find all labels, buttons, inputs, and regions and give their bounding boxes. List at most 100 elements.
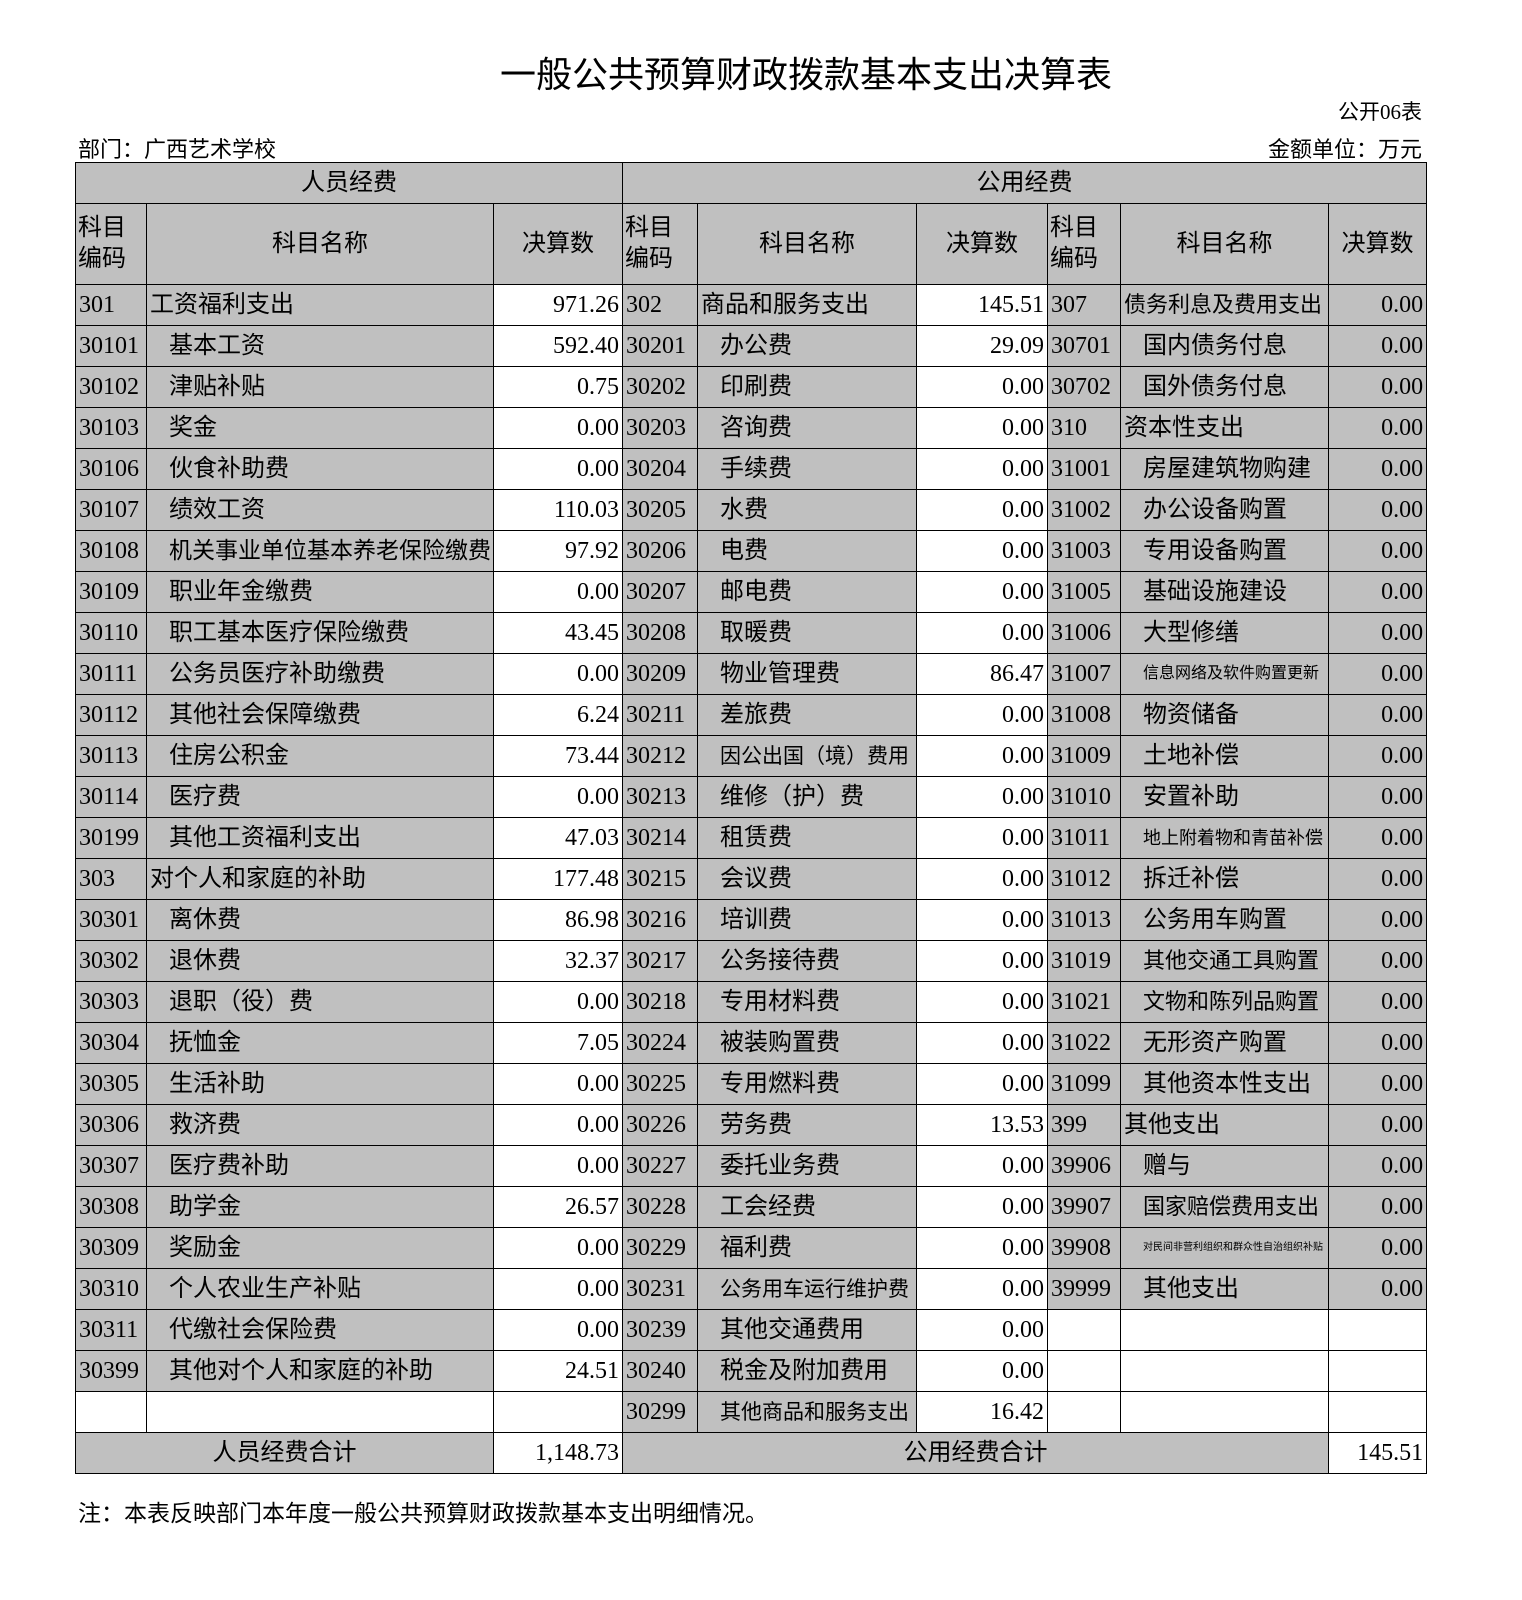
cell-value: 0.00 (916, 1309, 1049, 1351)
cell-value: 86.98 (492, 899, 624, 941)
cell-name: 奖励金 (146, 1227, 494, 1269)
cell-code (1047, 1309, 1122, 1351)
cell-code: 30212 (622, 735, 699, 777)
cell-name: 文物和陈列品购置 (1120, 981, 1330, 1023)
table-row: 30309 奖励金 0.00 30229 福利费 0.00 39908 对民间非营利组织和群众… (75, 1227, 1428, 1269)
cell-code: 30113 (75, 735, 147, 777)
cell-name: 劳务费 (697, 1104, 918, 1146)
cell-name: 商品和服务支出 (697, 284, 918, 326)
cell-value (1328, 1391, 1428, 1433)
cell-code (1047, 1350, 1122, 1392)
cell-value: 0.75 (492, 366, 624, 408)
cell-code: 30399 (75, 1350, 147, 1392)
cell-name: 福利费 (697, 1227, 918, 1269)
cell-value: 0.00 (492, 1145, 624, 1187)
cell-code: 31021 (1047, 981, 1122, 1023)
cell-code: 31007 (1047, 653, 1122, 695)
cell-name: 租赁费 (697, 817, 918, 859)
cell-code: 31022 (1047, 1022, 1122, 1064)
cell-name: 住房公积金 (146, 735, 494, 777)
table-row: 30103 奖金 0.00 30203 咨询费 0.00 310 资本性支出 0.00 (75, 407, 1428, 449)
cell-code: 30231 (622, 1268, 699, 1310)
cell-code: 30114 (75, 776, 147, 818)
column-header: 科目编码 (1047, 203, 1122, 285)
cell-name: 公务用车运行维护费 (697, 1268, 918, 1310)
cell-code: 31099 (1047, 1063, 1122, 1105)
cell-code: 30108 (75, 530, 147, 572)
cell-name: 职业年金缴费 (146, 571, 494, 613)
cell-code: 30311 (75, 1309, 147, 1351)
total-value: 145.51 (1328, 1432, 1428, 1474)
cell-name: 对民间非营利组织和群众性自治组织补贴 (1120, 1227, 1330, 1269)
cell-code: 303 (75, 858, 147, 900)
table-row: 30108 机关事业单位基本养老保险缴费 97.92 30206 电费 0.00 31003… (75, 530, 1428, 572)
cell-value: 0.00 (916, 1350, 1049, 1392)
cell-value: 0.00 (1328, 653, 1428, 695)
cell-code: 30217 (622, 940, 699, 982)
group-header: 人员经费 (74, 162, 624, 204)
cell-name: 助学金 (146, 1186, 494, 1228)
cell-name: 救济费 (146, 1104, 494, 1146)
cell-name: 办公费 (697, 325, 918, 367)
cell-value: 0.00 (492, 776, 624, 818)
table-row: 30307 医疗费补助 0.00 30227 委托业务费 0.00 39906 赠与 0.00 (75, 1145, 1428, 1187)
cell-name: 因公出国（境）费用 (697, 735, 918, 777)
cell-name: 手续费 (697, 448, 918, 490)
cell-code: 30305 (75, 1063, 147, 1105)
cell-value: 16.42 (916, 1391, 1049, 1433)
cell-code: 30307 (75, 1145, 147, 1187)
cell-code: 30304 (75, 1022, 147, 1064)
cell-name: 职工基本医疗保险缴费 (146, 612, 494, 654)
cell-name: 工会经费 (697, 1186, 918, 1228)
cell-code (75, 1391, 147, 1433)
cell-name: 津贴补贴 (146, 366, 494, 408)
cell-name: 税金及附加费用 (697, 1350, 918, 1392)
cell-name: 安置补助 (1120, 776, 1330, 818)
cell-code: 30215 (622, 858, 699, 900)
title: 一般公共预算财政拨款基本支出决算表 (499, 55, 1112, 95)
cell-code: 30228 (622, 1186, 699, 1228)
cell-value: 32.37 (492, 940, 624, 982)
cell-name: 培训费 (697, 899, 918, 941)
cell-value: 0.00 (916, 817, 1049, 859)
cell-value: 0.00 (1328, 612, 1428, 654)
cell-code: 39907 (1047, 1186, 1122, 1228)
cell-value: 0.00 (916, 940, 1049, 982)
cell-value: 0.00 (492, 1063, 624, 1105)
cell-code: 30109 (75, 571, 147, 613)
cell-value: 110.03 (492, 489, 624, 531)
cell-code: 301 (75, 284, 147, 326)
cell-value: 0.00 (916, 530, 1049, 572)
cell-code: 31005 (1047, 571, 1122, 613)
cell-value: 0.00 (492, 571, 624, 613)
cell-value: 0.00 (1328, 366, 1428, 408)
table-row: 30305 生活补助 0.00 30225 专用燃料费 0.00 31099 其他资本性支出 0… (75, 1063, 1428, 1105)
cell-name: 其他对个人和家庭的补助 (146, 1350, 494, 1392)
cell-value: 0.00 (492, 407, 624, 449)
cell-value: 592.40 (492, 325, 624, 367)
cell-name: 委托业务费 (697, 1145, 918, 1187)
table-row: 30310 个人农业生产补贴 0.00 30231 公务用车运行维护费 0.00 39999… (75, 1268, 1428, 1310)
total-value: 1,148.73 (492, 1432, 624, 1474)
cell-name: 工资福利支出 (146, 284, 494, 326)
cell-code: 30207 (622, 571, 699, 613)
table-row: 人员经费合计 1,148.73 公用经费合计 145.51 (75, 1432, 1428, 1474)
cell-name: 公务接待费 (697, 940, 918, 982)
cell-name: 医疗费 (146, 776, 494, 818)
table-row: 30399 其他对个人和家庭的补助 24.51 30240 税金及附加费用 0.00 (75, 1350, 1428, 1392)
cell-name: 其他商品和服务支出 (697, 1391, 918, 1433)
budget-table: 人员经费 公用经费 科目编码 科目名称 决算数 科目编码 科目名称 决算数 科目编码 科目名称 决算… (74, 162, 1428, 1474)
cell-name: 对个人和家庭的补助 (146, 858, 494, 900)
total-label: 公用经费合计 (622, 1432, 1330, 1474)
cell-name: 公务员医疗补助缴费 (146, 653, 494, 695)
cell-name: 资本性支出 (1120, 407, 1330, 449)
cell-value: 73.44 (492, 735, 624, 777)
cell-value: 6.24 (492, 694, 624, 736)
form-number: 公开06表 (1338, 100, 1422, 124)
cell-value: 0.00 (1328, 694, 1428, 736)
cell-name: 债务利息及费用支出 (1120, 284, 1330, 326)
cell-code: 31006 (1047, 612, 1122, 654)
cell-value: 971.26 (492, 284, 624, 326)
cell-name: 物资储备 (1120, 694, 1330, 736)
